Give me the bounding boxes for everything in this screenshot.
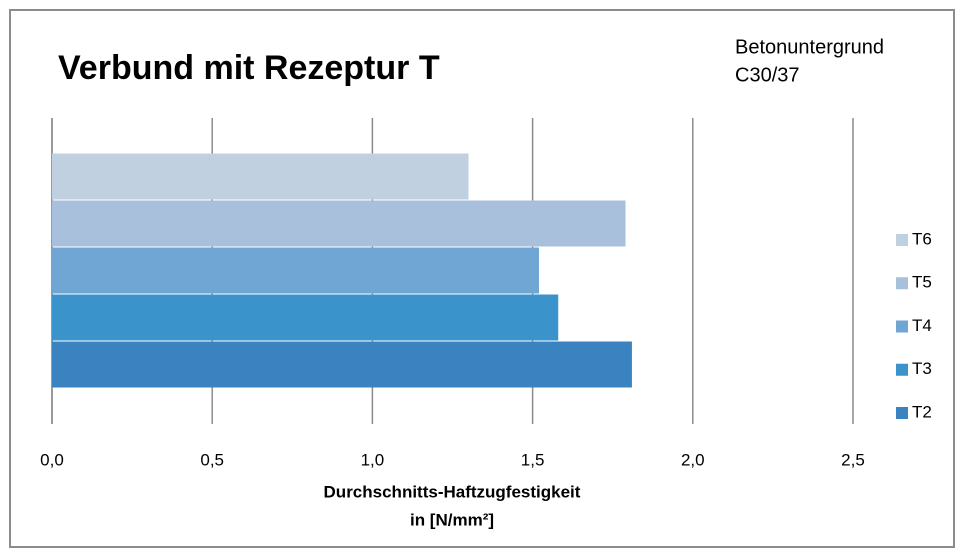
legend-label: T6	[912, 229, 932, 248]
bar	[52, 341, 632, 388]
annotation: C30/37	[735, 64, 800, 86]
x-tick-label: 2,5	[841, 450, 865, 469]
bar	[52, 153, 469, 200]
x-tick-label: 0,5	[200, 450, 224, 469]
x-tick-label: 1,5	[521, 450, 545, 469]
legend-label: T4	[912, 316, 932, 335]
x-tick-label: 0,0	[40, 450, 64, 469]
legend-swatch	[896, 363, 908, 376]
bar	[52, 294, 559, 341]
bar	[52, 247, 540, 294]
x-axis-label: Durchschnitts-Haftzugfestigkeit	[324, 482, 581, 501]
legend-label: T3	[912, 359, 932, 378]
annotation: Betonuntergrund	[735, 36, 884, 58]
x-axis-label: in [N/mm²]	[410, 510, 494, 529]
legend-swatch	[896, 277, 908, 290]
legend-swatch	[896, 320, 908, 333]
chart-title: Verbund mit Rezeptur T	[58, 49, 440, 87]
x-tick-label: 1,0	[361, 450, 385, 469]
legend-label: T5	[912, 273, 932, 292]
legend-swatch	[896, 234, 908, 246]
legend-swatch	[896, 407, 908, 419]
legend-label: T2	[912, 402, 932, 421]
x-tick-label: 2,0	[681, 450, 705, 469]
bar	[52, 200, 626, 247]
